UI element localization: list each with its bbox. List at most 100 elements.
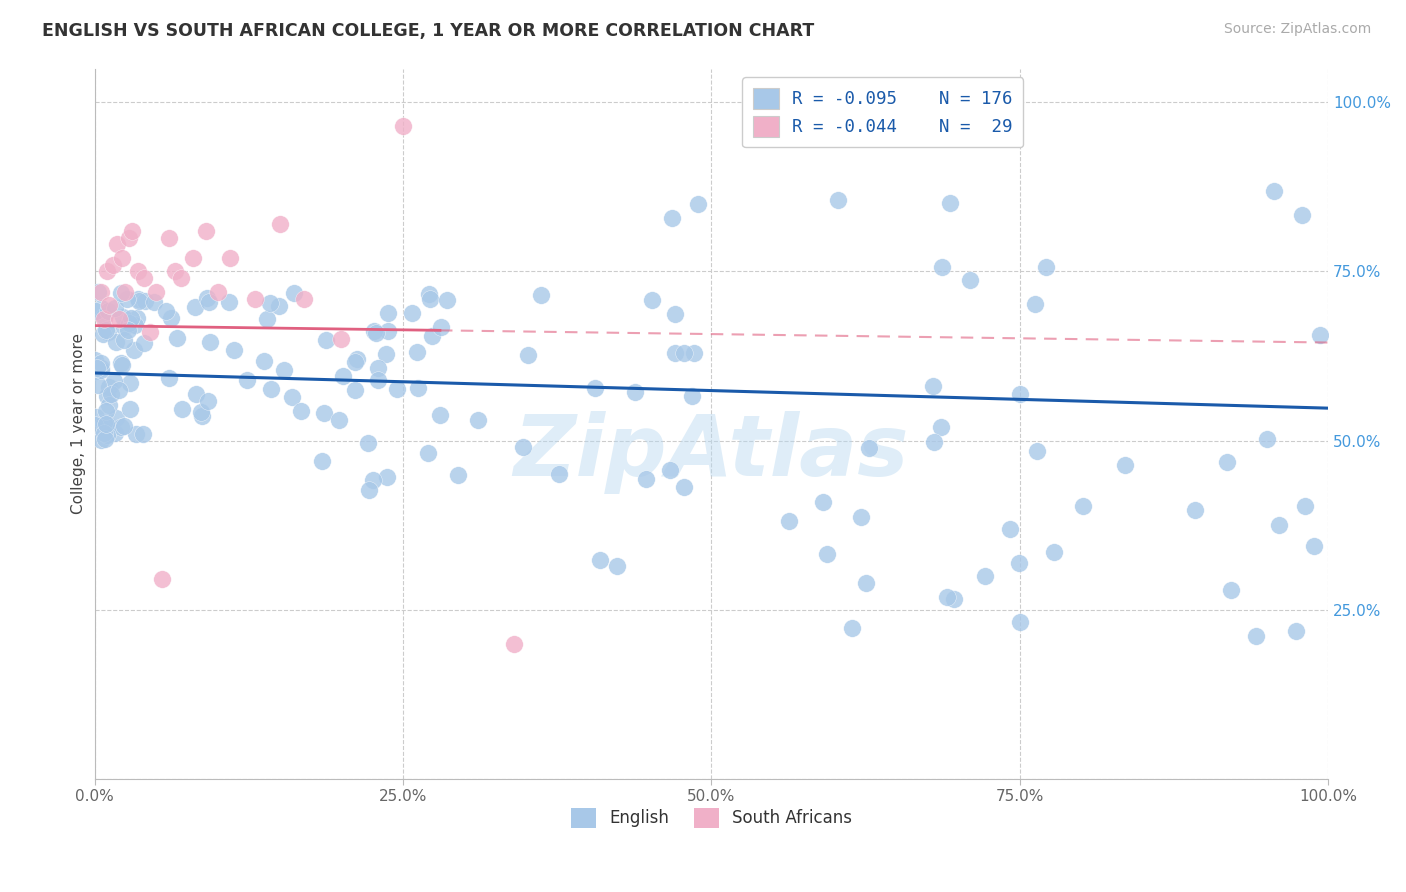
- Point: [127, 264, 149, 278]
- Point: [583, 382, 606, 396]
- Point: [1294, 499, 1316, 513]
- Point: [406, 344, 429, 359]
- Point: [1309, 328, 1331, 343]
- Point: [343, 383, 366, 397]
- Point: [273, 363, 295, 377]
- Point: [938, 195, 960, 210]
- Point: [377, 306, 399, 320]
- Point: [90, 285, 112, 299]
- Point: [97, 303, 120, 318]
- Text: ENGLISH VS SOUTH AFRICAN COLLEGE, 1 YEAR OR MORE CORRELATION CHART: ENGLISH VS SOUTH AFRICAN COLLEGE, 1 YEAR…: [42, 22, 814, 40]
- Point: [1268, 518, 1291, 533]
- Point: [166, 331, 188, 345]
- Point: [93, 311, 115, 326]
- Point: [827, 194, 849, 208]
- Legend: English, South Africans: English, South Africans: [564, 801, 859, 835]
- Point: [197, 394, 219, 409]
- Point: [672, 480, 695, 494]
- Point: [159, 310, 181, 325]
- Point: [112, 310, 135, 324]
- Point: [117, 292, 139, 306]
- Point: [100, 386, 122, 401]
- Point: [512, 440, 534, 454]
- Point: [841, 621, 863, 635]
- Point: [252, 354, 274, 368]
- Point: [112, 333, 135, 347]
- Point: [346, 352, 368, 367]
- Point: [103, 374, 125, 388]
- Point: [377, 324, 399, 338]
- Point: [401, 306, 423, 320]
- Point: [998, 522, 1021, 536]
- Point: [1114, 458, 1136, 472]
- Point: [163, 264, 186, 278]
- Point: [207, 285, 229, 299]
- Point: [779, 514, 801, 528]
- Point: [184, 300, 207, 314]
- Point: [111, 251, 134, 265]
- Point: [120, 376, 142, 390]
- Point: [283, 286, 305, 301]
- Point: [922, 434, 945, 449]
- Point: [419, 293, 441, 307]
- Point: [375, 347, 398, 361]
- Point: [97, 380, 120, 394]
- Point: [96, 427, 118, 442]
- Point: [120, 310, 142, 325]
- Point: [112, 419, 135, 434]
- Point: [90, 362, 112, 376]
- Point: [392, 119, 415, 133]
- Point: [661, 211, 683, 225]
- Point: [1244, 629, 1267, 643]
- Point: [363, 324, 385, 338]
- Point: [94, 417, 117, 432]
- Point: [418, 446, 440, 460]
- Point: [128, 294, 150, 309]
- Point: [1010, 386, 1032, 401]
- Point: [121, 224, 143, 238]
- Point: [114, 285, 136, 299]
- Point: [589, 553, 612, 567]
- Point: [259, 296, 281, 310]
- Point: [1184, 503, 1206, 517]
- Point: [93, 310, 115, 324]
- Point: [974, 569, 997, 583]
- Point: [98, 298, 121, 312]
- Point: [218, 295, 240, 310]
- Point: [101, 258, 124, 272]
- Point: [385, 382, 408, 396]
- Point: [236, 373, 259, 387]
- Point: [447, 467, 470, 482]
- Point: [110, 356, 132, 370]
- Point: [606, 559, 628, 574]
- Point: [120, 401, 142, 416]
- Point: [125, 426, 148, 441]
- Point: [1071, 499, 1094, 513]
- Point: [688, 197, 710, 211]
- Point: [96, 389, 118, 403]
- Point: [104, 425, 127, 440]
- Point: [1256, 432, 1278, 446]
- Point: [122, 343, 145, 357]
- Point: [366, 326, 388, 340]
- Point: [97, 417, 120, 432]
- Point: [623, 385, 645, 400]
- Point: [152, 572, 174, 586]
- Point: [269, 217, 291, 231]
- Point: [1008, 615, 1031, 629]
- Point: [641, 293, 664, 307]
- Point: [922, 379, 945, 393]
- Point: [198, 295, 221, 310]
- Point: [127, 311, 149, 326]
- Point: [222, 343, 245, 357]
- Point: [105, 237, 128, 252]
- Point: [172, 402, 194, 417]
- Point: [118, 230, 141, 244]
- Point: [195, 292, 218, 306]
- Point: [367, 360, 389, 375]
- Point: [105, 411, 128, 425]
- Text: Source: ZipAtlas.com: Source: ZipAtlas.com: [1223, 22, 1371, 37]
- Point: [936, 590, 959, 604]
- Point: [664, 345, 686, 359]
- Point: [84, 409, 107, 424]
